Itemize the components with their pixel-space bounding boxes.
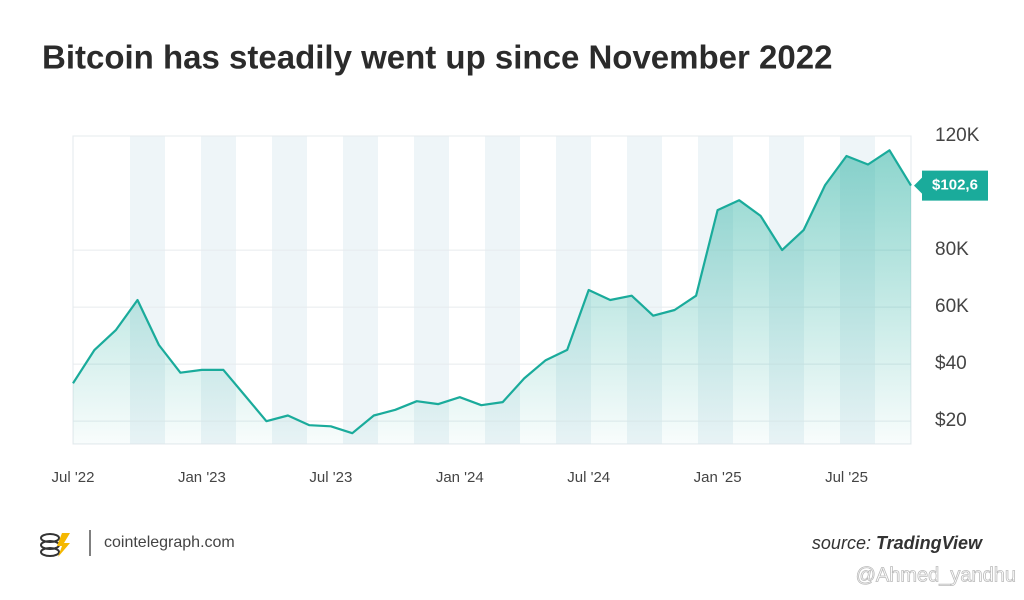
y-tick-label: $40 (935, 353, 967, 374)
value-label: $102,6 (932, 177, 978, 194)
brand: cointelegraph.com (104, 534, 235, 551)
x-tick-label: Jan '25 (694, 469, 742, 486)
x-tick-label: Jul '25 (825, 469, 868, 486)
stripe (272, 136, 307, 444)
value-tag (914, 170, 988, 201)
x-tick-label: Jul '23 (309, 469, 352, 486)
source-name: TradingView (876, 533, 983, 553)
chart-title: Bitcoin has steadily went up since Novem… (42, 39, 832, 76)
x-tick-label: Jan '24 (436, 469, 484, 486)
x-tick-label: Jul '24 (567, 469, 610, 486)
y-tick-label: 80K (935, 239, 969, 260)
line (72, 149, 912, 435)
source-prefix: source: (812, 533, 871, 553)
area (73, 150, 911, 445)
x-tick-label: Jan '23 (178, 469, 226, 486)
brand-logo (40, 530, 91, 557)
source: source: TradingView (812, 533, 983, 553)
watermark: @Ahmed_yandhu (856, 564, 1016, 586)
x-tick-label: Jul '22 (52, 469, 95, 486)
y-tick-label: 120K (935, 125, 980, 146)
y-tick-label: 60K (935, 296, 969, 317)
stripe (343, 136, 378, 444)
stripe (414, 136, 449, 444)
y-tick-label: $20 (935, 410, 967, 431)
